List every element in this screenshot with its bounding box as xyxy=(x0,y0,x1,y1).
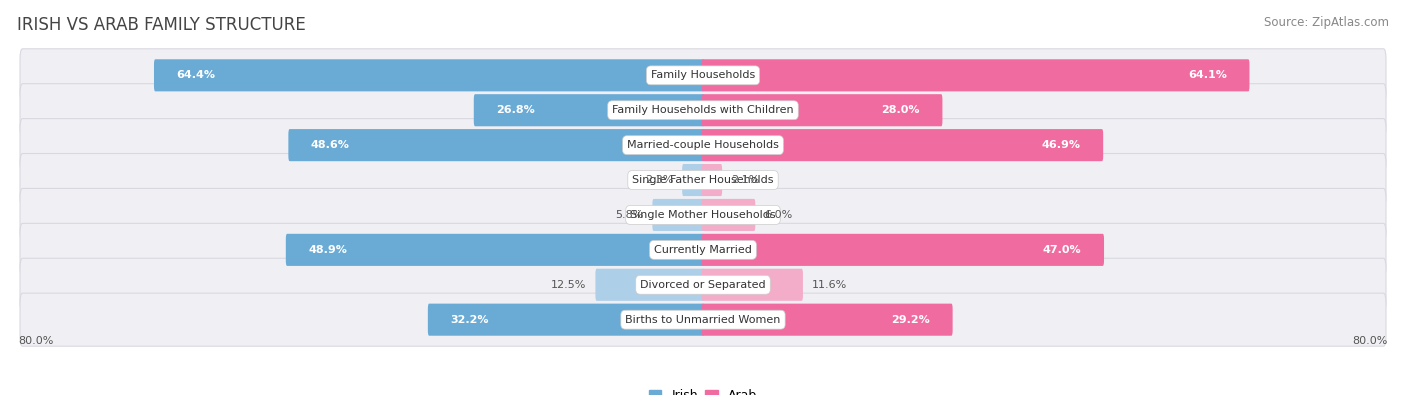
FancyBboxPatch shape xyxy=(20,258,1386,311)
FancyBboxPatch shape xyxy=(427,304,704,336)
Text: 2.1%: 2.1% xyxy=(731,175,759,185)
FancyBboxPatch shape xyxy=(682,164,704,196)
Text: Family Households: Family Households xyxy=(651,70,755,80)
FancyBboxPatch shape xyxy=(285,234,704,266)
Text: Currently Married: Currently Married xyxy=(654,245,752,255)
FancyBboxPatch shape xyxy=(155,59,704,91)
Text: 6.0%: 6.0% xyxy=(765,210,793,220)
FancyBboxPatch shape xyxy=(20,154,1386,207)
FancyBboxPatch shape xyxy=(702,234,1104,266)
FancyBboxPatch shape xyxy=(20,49,1386,102)
Text: 32.2%: 32.2% xyxy=(450,315,489,325)
Text: 2.3%: 2.3% xyxy=(645,175,673,185)
Text: 46.9%: 46.9% xyxy=(1042,140,1081,150)
FancyBboxPatch shape xyxy=(702,164,723,196)
FancyBboxPatch shape xyxy=(20,84,1386,137)
Text: 80.0%: 80.0% xyxy=(18,336,53,346)
Legend: Irish, Arab: Irish, Arab xyxy=(644,384,762,395)
Text: IRISH VS ARAB FAMILY STRUCTURE: IRISH VS ARAB FAMILY STRUCTURE xyxy=(17,16,305,34)
Text: Births to Unmarried Women: Births to Unmarried Women xyxy=(626,315,780,325)
FancyBboxPatch shape xyxy=(288,129,704,161)
Text: Source: ZipAtlas.com: Source: ZipAtlas.com xyxy=(1264,16,1389,29)
Text: 5.8%: 5.8% xyxy=(614,210,644,220)
Text: 29.2%: 29.2% xyxy=(891,315,931,325)
Text: 28.0%: 28.0% xyxy=(882,105,920,115)
Text: 48.9%: 48.9% xyxy=(308,245,347,255)
FancyBboxPatch shape xyxy=(702,199,755,231)
FancyBboxPatch shape xyxy=(702,129,1104,161)
FancyBboxPatch shape xyxy=(20,188,1386,241)
Text: 80.0%: 80.0% xyxy=(1353,336,1388,346)
FancyBboxPatch shape xyxy=(702,94,942,126)
FancyBboxPatch shape xyxy=(652,199,704,231)
Text: 47.0%: 47.0% xyxy=(1043,245,1081,255)
FancyBboxPatch shape xyxy=(595,269,704,301)
Text: Single Mother Households: Single Mother Households xyxy=(630,210,776,220)
Text: 26.8%: 26.8% xyxy=(496,105,536,115)
Text: 64.1%: 64.1% xyxy=(1188,70,1227,80)
Text: 64.4%: 64.4% xyxy=(177,70,215,80)
FancyBboxPatch shape xyxy=(702,269,803,301)
Text: 11.6%: 11.6% xyxy=(811,280,848,290)
Text: Family Households with Children: Family Households with Children xyxy=(612,105,794,115)
FancyBboxPatch shape xyxy=(20,293,1386,346)
Text: Married-couple Households: Married-couple Households xyxy=(627,140,779,150)
FancyBboxPatch shape xyxy=(20,223,1386,276)
FancyBboxPatch shape xyxy=(474,94,704,126)
Text: 12.5%: 12.5% xyxy=(551,280,586,290)
FancyBboxPatch shape xyxy=(702,304,953,336)
Text: Divorced or Separated: Divorced or Separated xyxy=(640,280,766,290)
FancyBboxPatch shape xyxy=(702,59,1250,91)
Text: 48.6%: 48.6% xyxy=(311,140,350,150)
FancyBboxPatch shape xyxy=(20,118,1386,172)
Text: Single Father Households: Single Father Households xyxy=(633,175,773,185)
